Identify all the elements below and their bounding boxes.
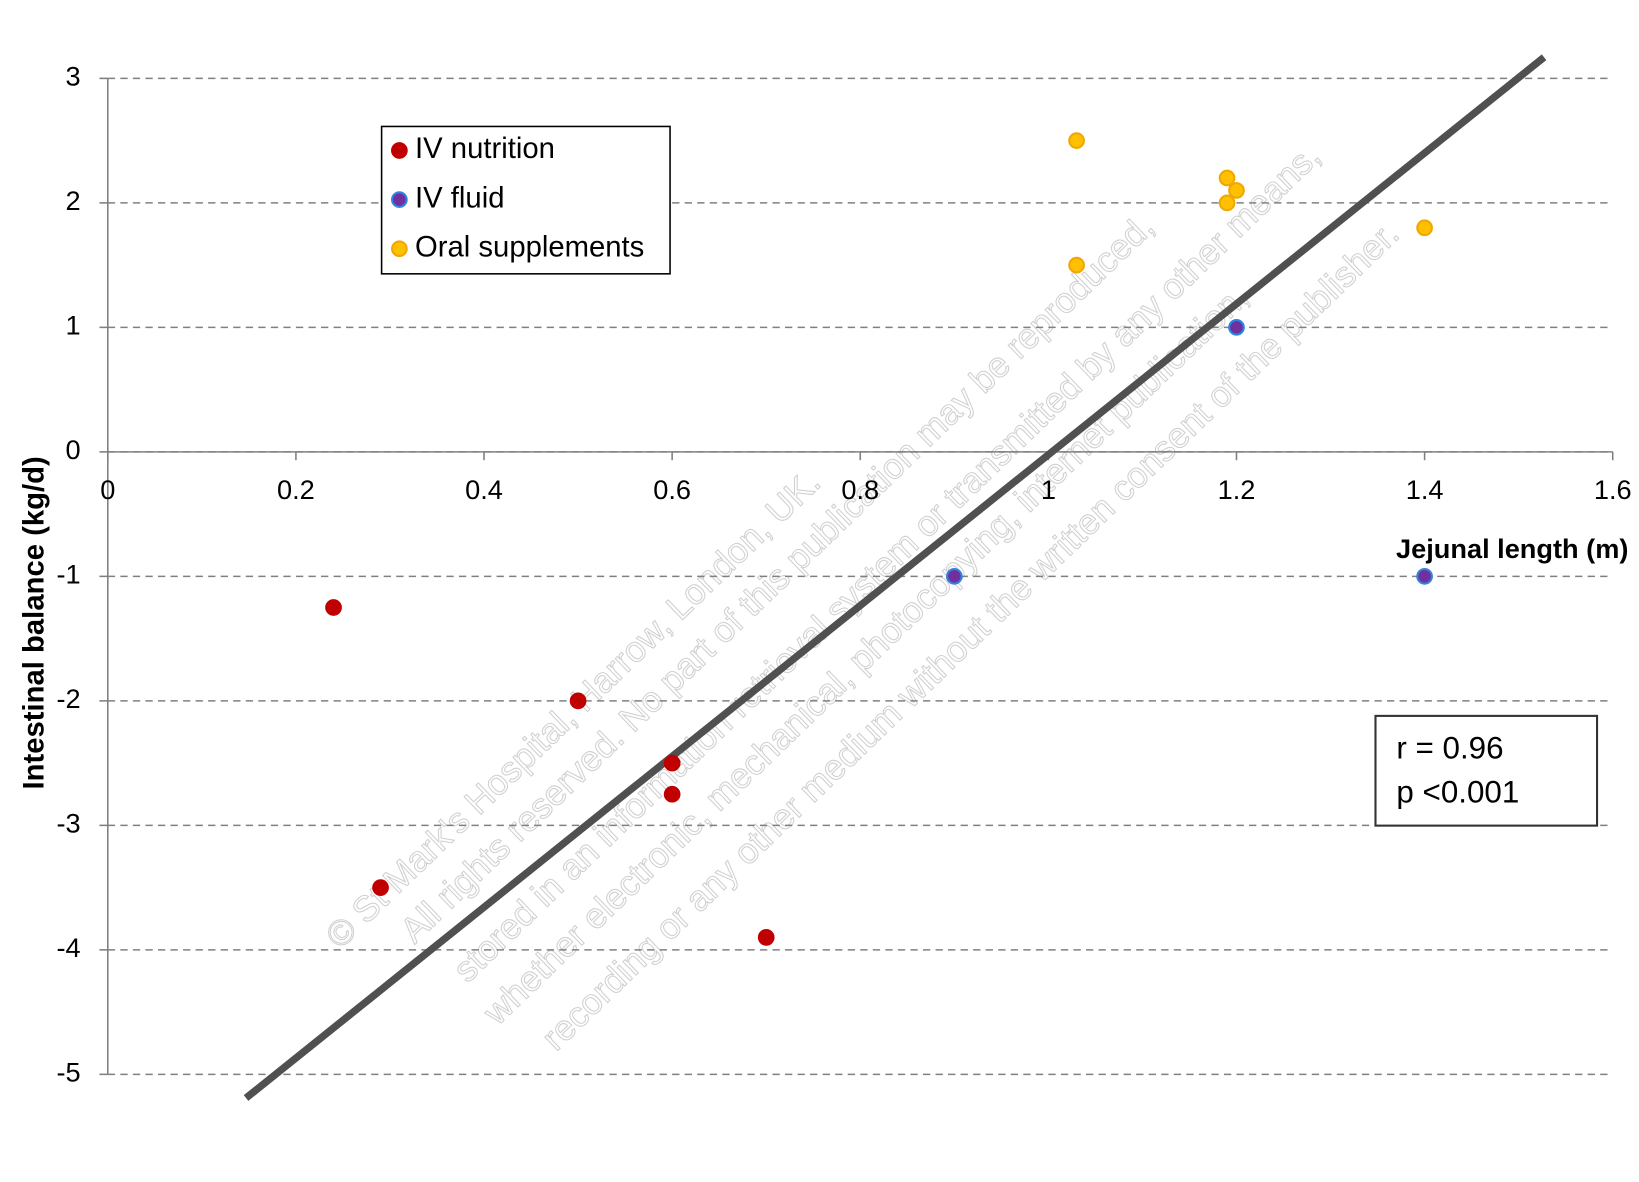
y-tick-label: 1 — [66, 310, 81, 341]
stats-box: r = 0.96 p <0.001 — [1375, 716, 1597, 826]
y-tick-label: -3 — [56, 808, 80, 839]
legend-marker — [392, 143, 407, 158]
point — [759, 930, 774, 945]
stats-p: p <0.001 — [1396, 775, 1519, 810]
point — [571, 694, 586, 709]
legend: IV nutrition IV fluid Oral supplements — [382, 126, 670, 273]
y-tick-label: -5 — [56, 1057, 80, 1088]
point — [1417, 220, 1432, 235]
legend-marker — [392, 241, 407, 256]
chart: © St Mark's Hospital, Harrow, London, UK… — [0, 0, 1639, 1182]
point — [1069, 258, 1084, 273]
x-tick-label: 1.2 — [1218, 474, 1256, 505]
x-tick-label: 1.4 — [1406, 474, 1444, 505]
y-tick-label: -1 — [56, 559, 80, 590]
watermark-line: whether electronic, mechanical, photocop… — [475, 277, 1256, 1033]
point — [1069, 133, 1084, 148]
point — [1220, 196, 1235, 211]
point — [1417, 569, 1432, 584]
y-axis-label: Intestinal balance (kg/d) — [18, 456, 50, 789]
y-tick-label: 2 — [66, 185, 81, 216]
legend-label: IV nutrition — [415, 133, 555, 165]
x-tick-label: 1 — [1041, 474, 1056, 505]
legend-label: IV fluid — [415, 182, 504, 214]
y-tick-label: -2 — [56, 683, 80, 714]
point — [665, 787, 680, 802]
point — [947, 569, 962, 584]
x-tick-label: 1.6 — [1594, 474, 1632, 505]
stats-r: r = 0.96 — [1396, 731, 1503, 766]
point — [665, 756, 680, 771]
point — [326, 600, 341, 615]
y-tick-label: 0 — [66, 434, 81, 465]
legend-marker — [392, 192, 407, 207]
x-axis-label: Jejunal length (m) — [1396, 533, 1628, 564]
axes: -5 -4 -3 -2 -1 0 1 2 3 0 0.2 0.4 0.6 0.8 1 1.2 1.4 1.6 — [56, 61, 1631, 1088]
point — [373, 880, 388, 895]
x-tick-label: 0.4 — [465, 474, 503, 505]
x-tick-label: 0 — [100, 474, 115, 505]
legend-label: Oral supplements — [415, 231, 644, 263]
x-tick-label: 0.6 — [653, 474, 691, 505]
point — [1220, 171, 1235, 186]
x-tick-label: 0.2 — [277, 474, 315, 505]
y-tick-label: -4 — [56, 932, 80, 963]
y-tick-label: 3 — [66, 61, 81, 92]
point — [1229, 320, 1244, 335]
x-tick-label: 0.8 — [841, 474, 879, 505]
point — [1229, 183, 1244, 198]
